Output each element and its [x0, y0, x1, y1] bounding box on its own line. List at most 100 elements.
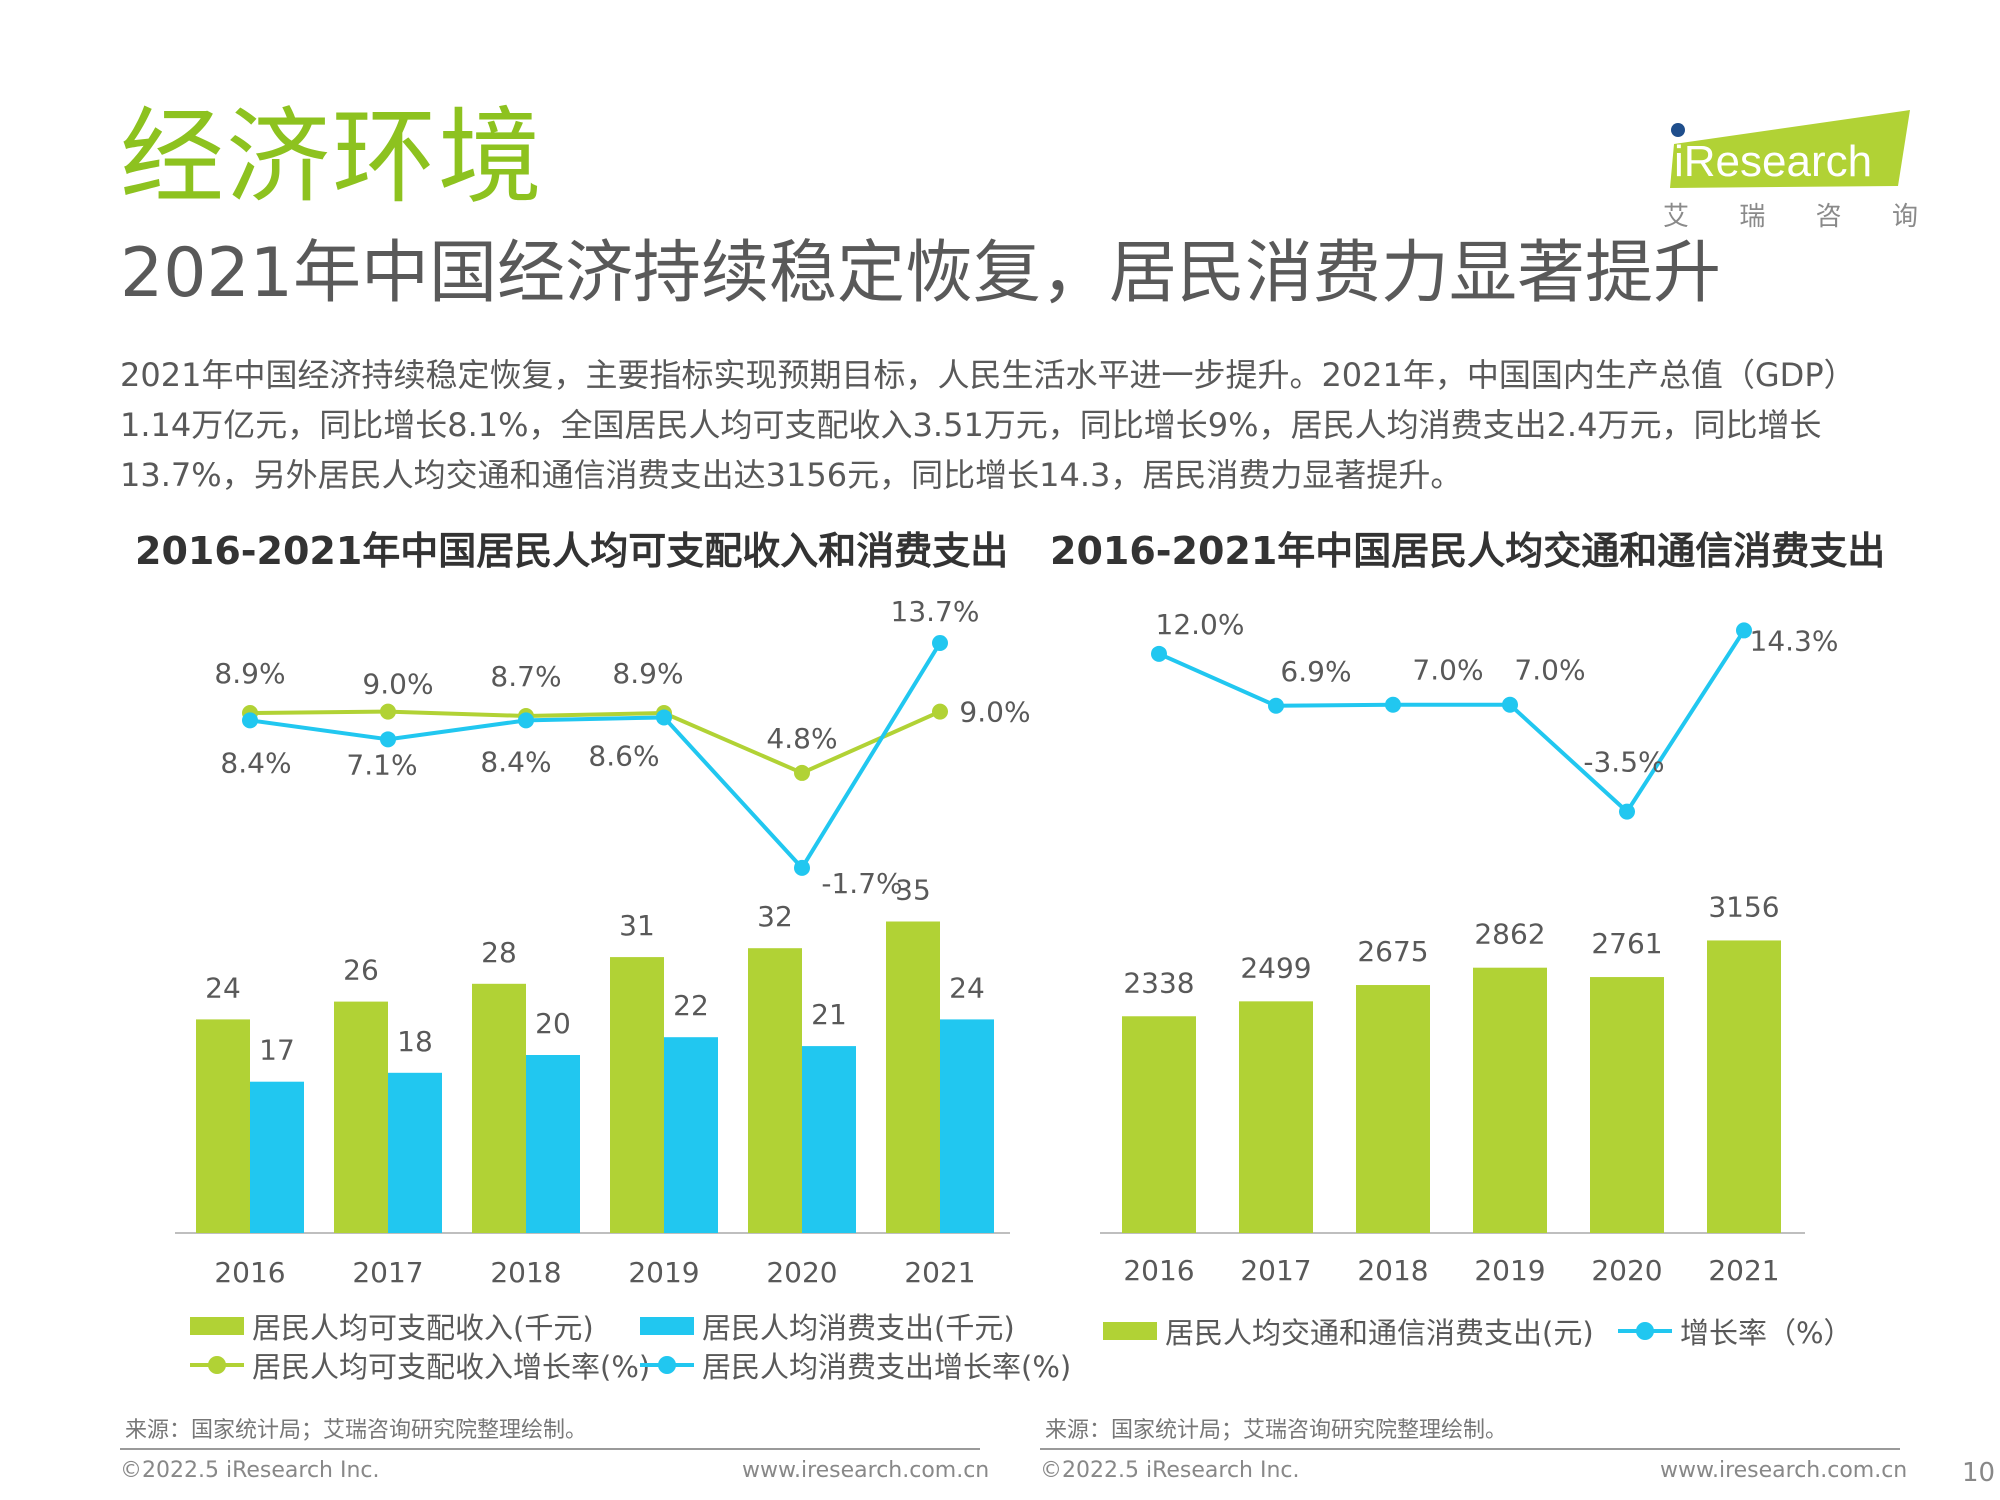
chart1-label-spending-growth: 8.4% — [480, 745, 551, 778]
logo-sub-char: 瑞 — [1739, 202, 1766, 232]
chart2-x-tick: 2021 — [1708, 1254, 1779, 1287]
chart2-legend-transport: 居民人均交通和通信消费支出(元) — [1103, 1310, 1594, 1352]
footer-divider-right — [1040, 1448, 1900, 1450]
summary-paragraph: 2021年中国经济持续稳定恢复，主要指标实现预期目标，人民生活水平进一步提升。2… — [120, 356, 1856, 494]
chart1-label-income-growth: 9.0% — [959, 696, 1030, 729]
legend-label: 居民人均可支配收入(千元) — [252, 1311, 594, 1345]
chart2-label-growth: 7.0% — [1412, 654, 1483, 687]
chart2-point-growth — [1736, 622, 1752, 639]
chart2-bar-transport — [1473, 967, 1547, 1233]
chart2-bar-transport — [1707, 940, 1781, 1233]
chart1-x-tick: 2021 — [904, 1256, 975, 1289]
chart1-label-spending: 22 — [673, 989, 709, 1022]
chart1-label-spending-growth: 13.7% — [891, 595, 980, 628]
section-title: 经济环境 — [120, 96, 545, 218]
chart1-legend-spending: 居民人均消费支出(千元) — [640, 1305, 1015, 1347]
chart2-point-growth — [1502, 696, 1518, 713]
chart1-label-income: 31 — [619, 909, 655, 942]
page-number: 10 — [1962, 1458, 1996, 1488]
chart1-legend-income-growth: 居民人均可支配收入增长率(%) — [190, 1344, 650, 1386]
chart1-label-income: 28 — [481, 936, 517, 969]
chart1-bar-spending — [940, 1019, 994, 1233]
chart1-x-tick: 2018 — [490, 1256, 561, 1289]
legend-label: 居民人均消费支出增长率(%) — [702, 1350, 1072, 1384]
logo-sub-char: 询 — [1891, 202, 1918, 232]
chart1-bar-income — [610, 957, 664, 1233]
logo-text: iResearch — [1674, 137, 1872, 186]
chart1-point-spending-growth — [932, 634, 948, 651]
chart2-label-transport: 2862 — [1474, 918, 1545, 951]
chart1-label-spending-growth: -1.7% — [821, 867, 902, 900]
chart1-legend-income: 居民人均可支配收入(千元) — [190, 1305, 594, 1347]
chart1-point-spending-growth — [380, 731, 396, 748]
chart1-x-tick: 2020 — [766, 1256, 837, 1289]
chart2-x-tick: 2017 — [1240, 1254, 1311, 1287]
chart1-label-spending-growth: 8.6% — [588, 739, 659, 772]
chart1-label-spending: 21 — [811, 998, 847, 1031]
chart1-label-spending: 17 — [259, 1034, 295, 1067]
chart2-label-growth: 6.9% — [1280, 655, 1351, 688]
chart1-bar-spending — [664, 1037, 718, 1233]
chart1-label-spending: 24 — [949, 971, 985, 1004]
chart1-point-spending-growth — [656, 709, 672, 726]
chart1-point-spending-growth — [242, 712, 258, 729]
chart1-bar-income — [748, 948, 802, 1233]
chart1-label-spending: 18 — [397, 1025, 433, 1058]
chart2-label-growth: 12.0% — [1156, 608, 1245, 641]
chart2-legend-growth: 增长率（%） — [1618, 1310, 1853, 1352]
legend-label: 居民人均消费支出(千元) — [702, 1311, 1015, 1345]
logo-sub-char: 咨 — [1815, 202, 1842, 232]
chart2-label-transport: 2761 — [1591, 927, 1662, 960]
footer-copyright: ©2022.5 iResearch Inc. — [120, 1458, 380, 1483]
chart1-x-tick: 2017 — [352, 1256, 423, 1289]
chart2-point-growth — [1151, 645, 1167, 662]
chart1-label-income-growth: 4.8% — [766, 722, 837, 755]
legend-label: 增长率（%） — [1680, 1316, 1853, 1350]
chart2-point-growth — [1619, 803, 1635, 820]
chart1-x-tick: 2019 — [628, 1256, 699, 1289]
logo-subtitle: 艾 瑞 咨 询 — [1663, 196, 1918, 233]
chart1-label-spending-growth: 8.4% — [220, 746, 291, 779]
chart1-label-income-growth: 8.7% — [490, 660, 561, 693]
footer-divider-left — [120, 1448, 980, 1450]
chart2-label-transport: 2338 — [1123, 966, 1194, 999]
chart2-label-transport: 2675 — [1357, 935, 1428, 968]
chart1-point-spending-growth — [518, 712, 534, 729]
chart1-bar-income — [886, 921, 940, 1233]
legend-swatch-bar — [1103, 1322, 1157, 1340]
chart2-label-growth: 14.3% — [1750, 624, 1839, 657]
chart1-label-income-growth: 8.9% — [214, 657, 285, 690]
chart2-point-growth — [1385, 696, 1401, 713]
chart1-point-income-growth — [932, 703, 948, 720]
chart2-point-growth — [1268, 697, 1284, 714]
chart1-line-income-growth — [249, 709, 941, 776]
chart1-bar-income — [472, 983, 526, 1233]
chart1-label-income: 35 — [895, 874, 931, 907]
legend-label: 居民人均可支配收入增长率(%) — [252, 1350, 651, 1384]
logo-sub-char: 艾 — [1663, 202, 1690, 232]
chart1-title: 2016-2021年中国居民人均可支配收入和消费支出 — [135, 529, 1009, 573]
chart2-label-growth: 7.0% — [1514, 654, 1585, 687]
legend-swatch-line — [640, 1355, 694, 1375]
iresearch-logo: iResearch — [1670, 110, 1910, 188]
chart1-source: 来源：国家统计局；艾瑞咨询研究院整理绘制。 — [125, 1418, 588, 1443]
legend-swatch-line — [1618, 1321, 1672, 1341]
chart1-label-income-growth: 9.0% — [362, 668, 433, 701]
chart1-bar-income — [334, 1001, 388, 1233]
chart2-x-tick: 2016 — [1123, 1254, 1194, 1287]
chart1-label-income: 24 — [205, 971, 241, 1004]
page-headline: 2021年中国经济持续稳定恢复，居民消费力显著提升 — [120, 234, 1722, 313]
chart1-label-income: 32 — [757, 900, 793, 933]
chart1-label-spending-growth: 7.1% — [346, 748, 417, 781]
chart2-x-tick: 2018 — [1357, 1254, 1428, 1287]
chart1-bar-spending — [802, 1046, 856, 1233]
chart1-legend-spending-growth: 居民人均消费支出增长率(%) — [640, 1344, 1071, 1386]
chart1-point-income-growth — [380, 703, 396, 720]
footer-website: www.iresearch.com.cn — [1660, 1458, 1908, 1483]
chart2-label-transport: 2499 — [1240, 951, 1311, 984]
chart1-label-spending: 20 — [535, 1007, 571, 1040]
legend-swatch-line — [190, 1355, 244, 1375]
footer-website: www.iresearch.com.cn — [742, 1458, 990, 1483]
chart1-x-tick: 2016 — [214, 1256, 285, 1289]
chart2-bar-transport — [1122, 1016, 1196, 1233]
